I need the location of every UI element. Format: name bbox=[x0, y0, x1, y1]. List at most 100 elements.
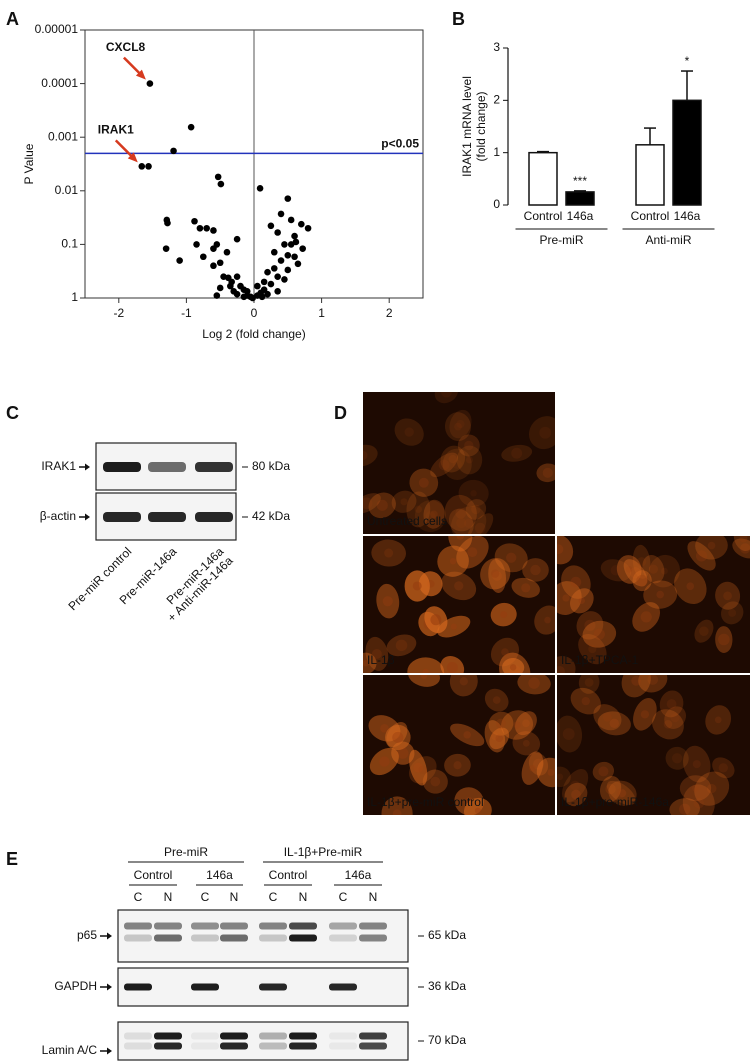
cell bbox=[386, 634, 417, 657]
cell bbox=[365, 636, 389, 671]
nucleus bbox=[456, 536, 465, 540]
cell bbox=[561, 768, 589, 803]
nucleus bbox=[392, 731, 404, 744]
cell bbox=[434, 392, 459, 404]
blot-band bbox=[329, 922, 357, 930]
cell bbox=[561, 565, 591, 599]
fraction-label: N bbox=[299, 890, 308, 904]
blot-band bbox=[148, 512, 186, 522]
blot-band bbox=[329, 1042, 357, 1050]
nucleus bbox=[640, 710, 650, 719]
blot-band bbox=[103, 462, 141, 472]
point bbox=[299, 245, 306, 252]
nucleus bbox=[464, 440, 474, 451]
cell bbox=[381, 796, 413, 815]
bar bbox=[565, 191, 595, 206]
cell bbox=[363, 652, 377, 673]
cell bbox=[484, 720, 506, 753]
nucleus bbox=[629, 567, 642, 579]
x-tick-label: Control bbox=[524, 209, 563, 223]
nucleus bbox=[570, 576, 582, 588]
blot-band bbox=[220, 1032, 248, 1040]
blot-band bbox=[195, 462, 233, 472]
nucleus bbox=[530, 564, 541, 576]
nucleus bbox=[371, 648, 382, 659]
y-axis-label: P Value bbox=[22, 143, 36, 184]
point bbox=[203, 224, 210, 232]
cell bbox=[664, 706, 687, 729]
cell bbox=[371, 539, 406, 567]
cell bbox=[448, 508, 474, 534]
point bbox=[274, 273, 281, 280]
cells bbox=[557, 536, 750, 673]
fraction-label: N bbox=[369, 890, 378, 904]
nucleus bbox=[692, 784, 699, 792]
point bbox=[233, 235, 241, 243]
blot-band bbox=[124, 934, 152, 942]
nucleus bbox=[528, 677, 540, 689]
point bbox=[210, 262, 217, 270]
nucleus bbox=[384, 548, 394, 558]
bar bbox=[635, 144, 665, 206]
blot-band bbox=[329, 934, 357, 942]
nucleus bbox=[660, 567, 668, 575]
cell bbox=[652, 709, 684, 740]
nucleus bbox=[363, 660, 370, 667]
cell bbox=[600, 559, 632, 582]
point bbox=[291, 253, 298, 261]
cell bbox=[557, 656, 576, 673]
blot-band bbox=[259, 1042, 287, 1050]
cell bbox=[632, 544, 651, 579]
blot-band bbox=[191, 922, 219, 930]
cell bbox=[570, 687, 601, 715]
nucleus bbox=[471, 504, 481, 515]
nucleus bbox=[539, 426, 552, 439]
point bbox=[277, 257, 285, 264]
cell bbox=[450, 723, 485, 747]
blot-band bbox=[359, 1042, 387, 1050]
cell bbox=[712, 757, 735, 779]
micrograph bbox=[557, 675, 750, 815]
fraction-label: C bbox=[339, 890, 348, 904]
size-label: 42 kDa bbox=[252, 509, 290, 523]
nucleus bbox=[513, 721, 521, 729]
nucleus bbox=[679, 803, 691, 815]
y-tick-label: 0.01 bbox=[55, 183, 79, 197]
blot-band bbox=[154, 1032, 182, 1040]
blot-band bbox=[124, 983, 152, 991]
cell bbox=[458, 479, 489, 507]
row-arrow-head bbox=[85, 513, 90, 521]
nucleus bbox=[511, 447, 523, 459]
nucleus bbox=[636, 574, 648, 587]
point bbox=[277, 210, 285, 218]
x-tick-label: -2 bbox=[113, 306, 124, 320]
blot-band bbox=[259, 983, 287, 991]
nucleus bbox=[602, 712, 612, 722]
micrograph bbox=[363, 392, 555, 534]
nucleus bbox=[418, 765, 428, 775]
cell bbox=[457, 434, 480, 457]
point bbox=[146, 80, 154, 87]
nucleus bbox=[449, 557, 457, 565]
cell bbox=[444, 412, 471, 442]
cell bbox=[679, 775, 712, 802]
bar bbox=[528, 151, 558, 206]
point bbox=[254, 282, 261, 290]
nucleus bbox=[470, 489, 477, 497]
cell bbox=[437, 545, 469, 577]
cell bbox=[665, 746, 689, 770]
x-tick-label: -1 bbox=[181, 306, 192, 320]
point bbox=[138, 163, 146, 170]
cell bbox=[385, 724, 411, 751]
cell bbox=[517, 675, 551, 695]
annotation: IRAK1 bbox=[98, 123, 134, 137]
nucleus bbox=[495, 734, 503, 742]
nucleus bbox=[413, 762, 424, 773]
point bbox=[274, 288, 281, 295]
nucleus bbox=[400, 498, 408, 506]
threshold-label: p<0.05 bbox=[381, 137, 419, 151]
point bbox=[292, 238, 300, 246]
cell bbox=[442, 448, 472, 480]
cell bbox=[501, 444, 533, 462]
group-label: Pre-miR bbox=[540, 233, 584, 247]
